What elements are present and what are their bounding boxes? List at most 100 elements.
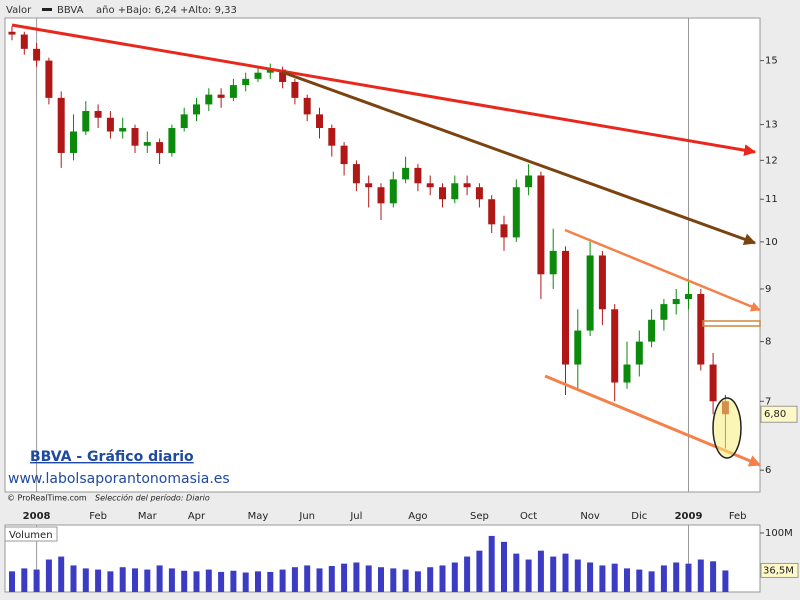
candle-body [279,69,287,82]
volume-bar [70,565,77,592]
candle-body [537,175,545,275]
volume-bar [599,565,606,592]
y-tick-label: 100M [765,528,793,539]
volume-bar [427,567,434,592]
candle-body [709,364,717,402]
volume-bar [156,565,163,592]
plot: 6 7 8 9 10 11 12 13 15 2008 Feb Mar Apr May Jun Jul Ago S… [8,18,799,592]
candle-body [156,142,164,153]
candle-body [414,167,422,184]
volume-bar [501,541,507,592]
candle-body [45,60,53,98]
candle-body [119,128,127,132]
candle-body [70,131,77,153]
y-tick-label: 8 [765,337,771,348]
volume-bar [722,570,729,592]
candle-body [193,104,200,115]
volume-bar [132,568,138,592]
x-tick-label: Mar [138,511,158,522]
volume-bar [205,569,212,592]
candle-body [549,250,557,275]
x-tick-label: Sep [470,511,489,522]
volume-bar [660,565,667,592]
candle-body [648,319,656,342]
x-tick-label: Jul [349,511,362,522]
volume-title: Volumen [9,530,53,541]
volume-bar [328,566,335,592]
candle-body [303,97,311,115]
volume-bar [316,568,323,592]
candle-body [562,250,569,365]
volume-bar [513,553,520,592]
y-tick-label: 10 [765,237,778,248]
candle-body [377,187,385,204]
volume-bar [574,559,581,592]
volume-bar [464,556,471,592]
highlight-ellipse [712,397,742,459]
candle-body [168,128,176,153]
candle-body [685,293,692,299]
candle-body [463,183,471,188]
volume-bar [82,568,89,592]
volume-bar [45,559,52,592]
candle-body [426,183,434,188]
candle-body [611,309,619,383]
candle-body [402,167,410,180]
candle-body [316,114,323,129]
candle-body [57,97,65,153]
volume-bar [587,562,594,592]
candle-body [623,364,631,383]
volume-bar [255,571,261,592]
trend-line [11,23,757,157]
candle-body [143,142,151,146]
y-tick-label: 9 [765,284,771,295]
x-tick-label: Jun [298,511,315,522]
candle-body [451,183,459,200]
volume-bar [550,556,557,592]
overlay-site: www.labolsaporantonomasia.es [8,471,230,487]
volume-bar [562,553,569,592]
candle-body [242,78,250,86]
candle-body [488,199,496,225]
header-symbol: BBVA [57,5,84,16]
volume-bar [107,571,114,592]
x-tick-label: Feb [89,511,107,522]
candle-body [389,179,397,204]
volume-bar [33,569,40,592]
x-tick-label: Apr [188,511,206,522]
candle-body [672,298,680,305]
x-tick-label: Ago [408,511,427,522]
volume-bar [193,571,200,592]
candle-body [328,128,336,146]
candle-body [94,111,102,118]
volume-bar [291,567,298,592]
volume-bar [697,559,704,592]
volume-bar [267,571,274,592]
candle-body [574,330,582,365]
candle-body [291,81,299,98]
volume-bar [648,571,655,592]
trend-line [281,70,757,245]
volume-bar [242,572,249,592]
volume-bar [230,570,237,592]
volume-bar [58,556,65,592]
candle-body [525,175,533,188]
header-label: Valor [6,5,32,16]
candle-body [82,111,90,132]
overlay-title: BBVA - Gráfico diario [30,449,194,465]
volume-bar [119,567,126,592]
volume-bar [365,565,372,592]
candle-body [586,255,594,331]
x-tick-label: Dic [631,511,647,522]
volume-bar [378,567,384,592]
x-tick-label: Nov [580,511,600,522]
last-volume-label: 36,5M [763,565,794,576]
candle-body [475,187,483,200]
candle-body [697,293,705,365]
x-tick-label: 2008 [23,511,51,522]
volume-bar [95,569,102,592]
volume-bar [414,571,421,592]
volume-bar [402,569,409,592]
period: Selección del período: Diario [95,493,210,503]
